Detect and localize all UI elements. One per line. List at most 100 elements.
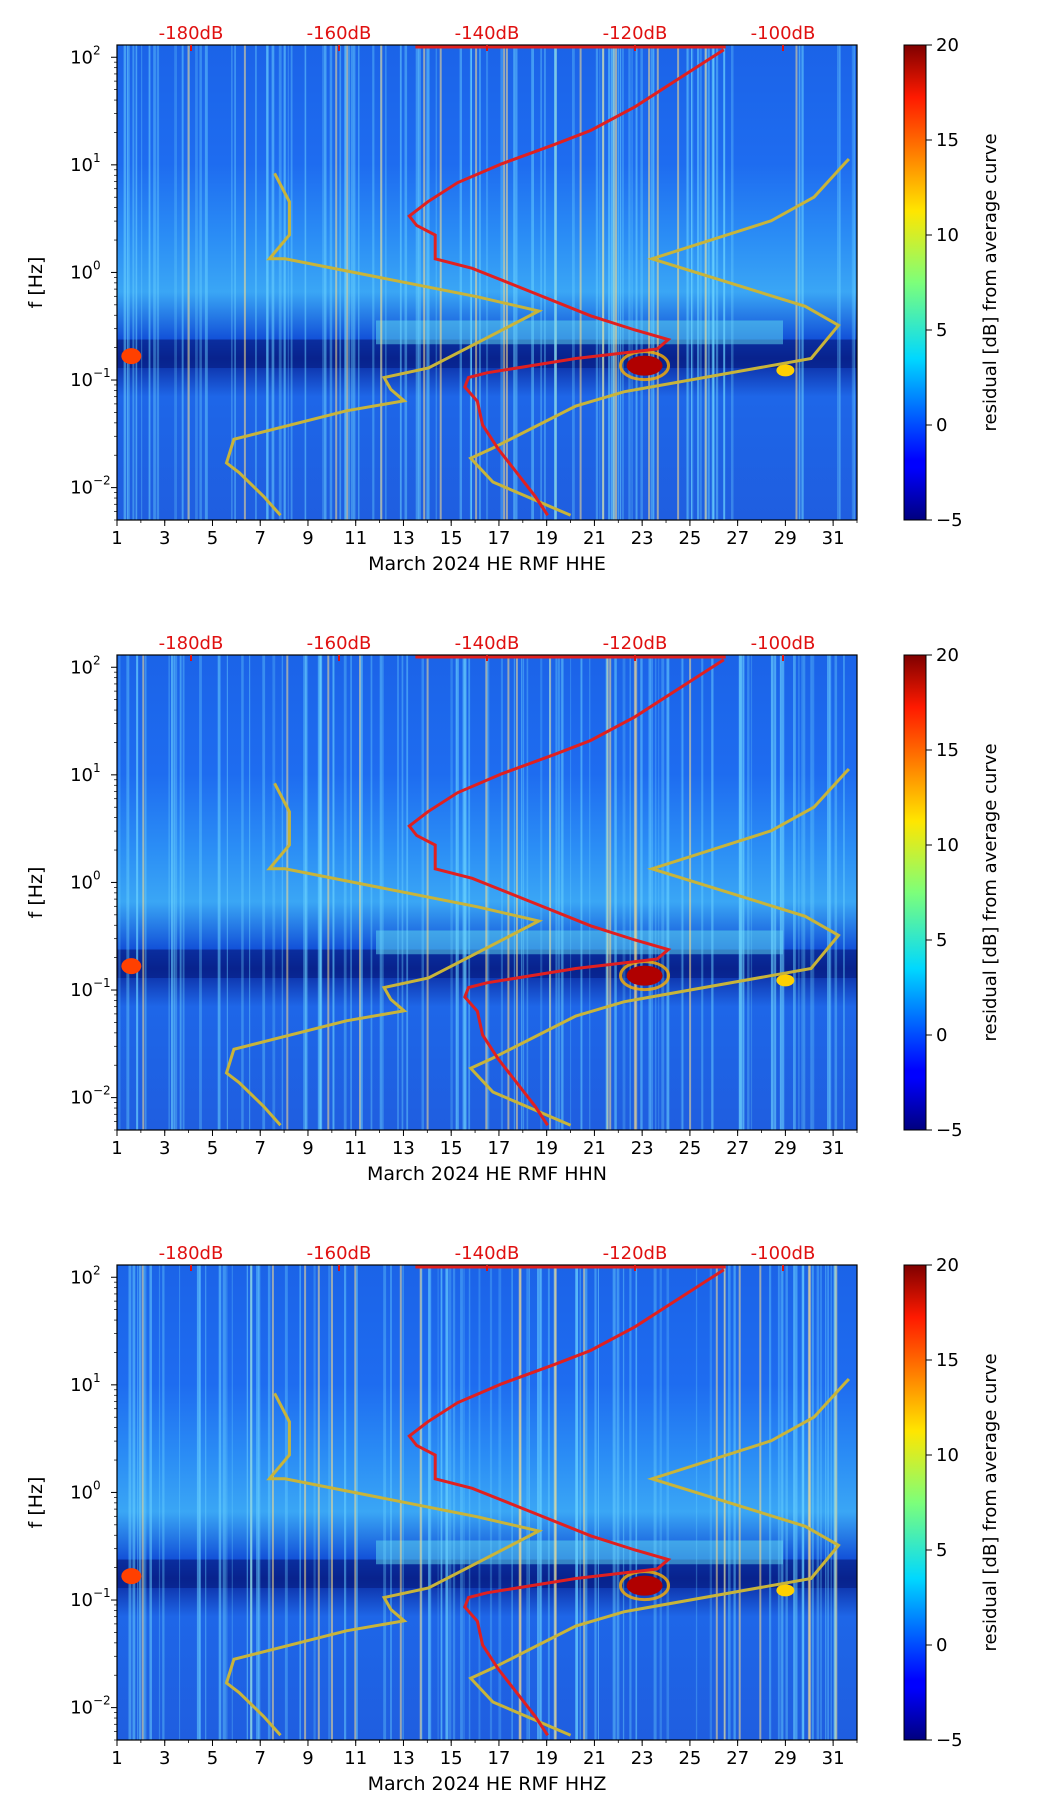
noise-streak	[390, 1265, 392, 1740]
noise-streak	[304, 655, 307, 1130]
noise-streak	[661, 655, 665, 1130]
noise-streak	[469, 45, 472, 520]
noise-streak	[539, 1265, 542, 1740]
noise-streak	[695, 1265, 698, 1740]
x-tick-label: 13	[392, 1138, 415, 1159]
noise-streak	[851, 45, 854, 520]
colorbar-tick-label: 20	[936, 1255, 959, 1276]
x-tick-label: 1	[111, 1138, 122, 1159]
y-tick-label: 10	[70, 872, 93, 893]
x-tick-label: 9	[302, 1748, 313, 1769]
noise-streak	[704, 45, 707, 520]
microseism-band	[376, 1540, 783, 1565]
y-tick-exponent: 2	[93, 43, 101, 57]
noise-streak	[127, 45, 130, 520]
noise-streak	[380, 45, 383, 520]
colorbar-label: residual [dB] from average curve	[980, 1353, 1001, 1651]
noise-streak	[303, 655, 307, 1130]
noise-streak	[218, 1265, 222, 1740]
y-tick-exponent: 2	[93, 1263, 101, 1277]
noise-streak	[383, 1265, 387, 1740]
noise-streak	[621, 45, 624, 520]
y-tick-exponent: −1	[93, 1586, 111, 1600]
noise-streak	[346, 45, 349, 520]
noise-streak	[686, 45, 688, 520]
noise-streak	[487, 655, 490, 1130]
noise-streak	[666, 655, 670, 1130]
noise-streak	[350, 655, 352, 1130]
x-tick-label: 7	[254, 1748, 265, 1769]
noise-streak	[317, 655, 321, 1130]
colorbar-tick-label: 0	[936, 415, 947, 436]
colorbar	[903, 44, 927, 521]
noise-streak	[344, 45, 346, 520]
noise-streak	[478, 1265, 481, 1740]
x-tick-label: 21	[583, 1138, 606, 1159]
x-tick-label: 15	[440, 1138, 463, 1159]
noise-streak	[544, 45, 546, 520]
noise-streak	[650, 655, 653, 1130]
noise-streak	[284, 1265, 288, 1740]
noise-streak	[750, 655, 753, 1130]
noise-streak	[793, 1265, 795, 1740]
db-axis-label: -120dB	[603, 633, 668, 654]
noise-model-curve-right	[468, 157, 850, 517]
noise-streak	[136, 655, 139, 1130]
noise-streak	[222, 1265, 226, 1740]
noise-streak	[421, 655, 424, 1130]
noise-streak	[225, 1265, 228, 1740]
noise-streak	[747, 655, 750, 1130]
noise-streak	[648, 45, 651, 520]
noise-streak	[658, 655, 660, 1130]
storm-spot-end	[776, 1584, 795, 1597]
noise-streak	[827, 655, 830, 1130]
y-tick-exponent: 1	[93, 151, 101, 165]
db-axis-label: -120dB	[603, 23, 668, 44]
noise-streak	[426, 655, 429, 1130]
noise-streak	[810, 655, 813, 1130]
db-axis-label: -140dB	[455, 1243, 520, 1264]
noise-streak	[475, 45, 478, 520]
noise-streak	[332, 655, 334, 1130]
y-tick-exponent: −1	[93, 976, 111, 990]
noise-streak	[655, 655, 657, 1130]
noise-streak	[304, 45, 307, 520]
noise-streak	[179, 1265, 181, 1740]
x-tick-label: 7	[254, 1138, 265, 1159]
noise-model-curve-right	[468, 767, 850, 1127]
noise-streak	[250, 1265, 253, 1740]
noise-streak	[853, 45, 855, 520]
noise-streak	[428, 1265, 432, 1740]
storm-spot-end	[776, 364, 795, 377]
noise-streak	[463, 1265, 465, 1740]
noise-streak	[738, 655, 741, 1130]
noise-streak	[793, 655, 796, 1130]
y-tick-exponent: −2	[93, 1084, 111, 1098]
noise-streak	[780, 655, 783, 1130]
noise-streak	[597, 1265, 599, 1740]
y-axis-label: f [Hz]	[25, 257, 47, 309]
y-tick-label: 10	[70, 1590, 93, 1611]
noise-model-curve-right	[468, 1377, 850, 1737]
noise-streak	[769, 1265, 772, 1740]
noise-streak	[455, 655, 458, 1130]
storm-spot-end	[776, 974, 795, 987]
colorbar-tick-label: −5	[936, 510, 963, 531]
noise-streak	[141, 1265, 144, 1740]
noise-streak	[554, 45, 557, 520]
noise-streak	[173, 655, 175, 1130]
x-tick-label: 29	[774, 528, 797, 549]
x-tick-label: 21	[583, 528, 606, 549]
noise-streak	[619, 45, 622, 520]
noise-streak	[128, 1265, 132, 1740]
x-tick-label: 23	[631, 528, 654, 549]
noise-streak	[656, 45, 659, 520]
db-axis-label: -160dB	[307, 633, 372, 654]
noise-streak	[554, 1265, 557, 1740]
noise-streak	[462, 655, 466, 1130]
colorbar	[903, 654, 927, 1131]
x-tick-label: 29	[774, 1748, 797, 1769]
noise-streak	[617, 45, 620, 520]
noise-streak	[833, 1265, 837, 1740]
noise-streak	[572, 45, 575, 520]
